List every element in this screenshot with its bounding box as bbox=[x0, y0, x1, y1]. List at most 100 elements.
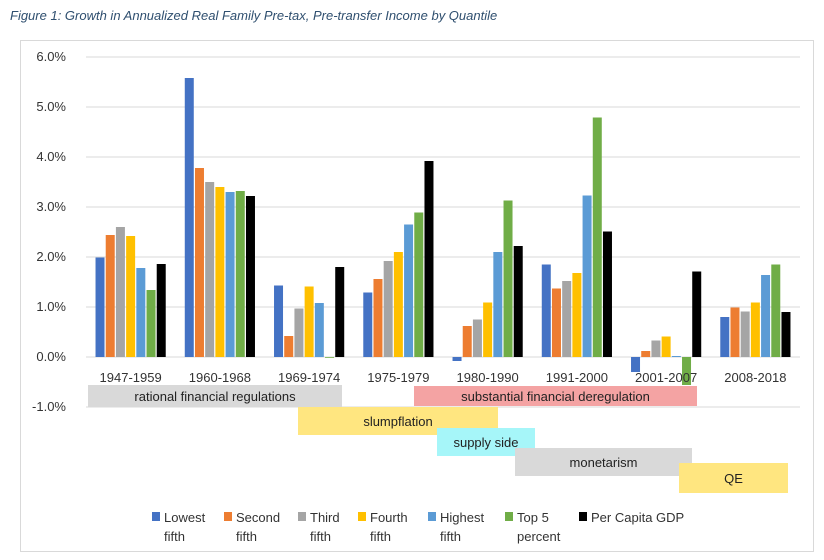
bar-second-fifth-2001-2007 bbox=[641, 351, 651, 357]
y-tick-label: 5.0% bbox=[36, 99, 66, 114]
bar-second-fifth-1969-1974 bbox=[284, 336, 294, 357]
bar-second-fifth-1991-2000 bbox=[551, 288, 561, 357]
bar-second-fifth-2008-2018 bbox=[730, 307, 740, 357]
bar-fourth-fifth-1947-1959 bbox=[126, 236, 136, 357]
legend-lowest-fifth-label: Lowest bbox=[164, 510, 206, 525]
band-qe bbox=[679, 463, 788, 493]
bar-per-capita-gdp-1980-1990 bbox=[513, 246, 523, 357]
x-tick-label: 1947-1959 bbox=[100, 370, 162, 385]
legend-second-fifth-label: Second bbox=[236, 510, 280, 525]
legend-fourth-fifth-label-line2: fifth bbox=[370, 529, 391, 544]
bar-highest-fifth-1975-1979 bbox=[404, 224, 414, 357]
bar-highest-fifth-1969-1974 bbox=[314, 303, 324, 357]
legend-top-5-percent-label-line2: percent bbox=[517, 529, 561, 544]
legend-third-fifth-swatch bbox=[298, 512, 306, 521]
x-tick-label: 1960-1968 bbox=[189, 370, 251, 385]
bar-highest-fifth-2008-2018 bbox=[761, 275, 771, 357]
bar-lowest-fifth-1975-1979 bbox=[363, 292, 373, 357]
legend-highest-fifth-label-line2: fifth bbox=[440, 529, 461, 544]
y-tick-label: 6.0% bbox=[36, 49, 66, 64]
legend: Lowest fifth Second fifth Third fifth Fourth fi… bbox=[152, 510, 684, 544]
legend-third-fifth-label: Third bbox=[310, 510, 340, 525]
bar-top-5-percent-1947-1959 bbox=[146, 290, 156, 357]
legend-per-capita-gdp-label: Per Capita GDP bbox=[591, 510, 684, 525]
band-rational-financial-regulations bbox=[88, 385, 342, 407]
legend-fourth-fifth-swatch bbox=[358, 512, 366, 521]
bar-third-fifth-2008-2018 bbox=[740, 311, 750, 357]
bar-per-capita-gdp-1947-1959 bbox=[156, 264, 166, 357]
bar-top-5-percent-2008-2018 bbox=[771, 264, 781, 357]
bar-second-fifth-1980-1990 bbox=[462, 326, 472, 357]
bar-per-capita-gdp-2008-2018 bbox=[781, 312, 791, 357]
period-bands: rational financial regulations substantia… bbox=[88, 385, 788, 493]
bar-second-fifth-1975-1979 bbox=[373, 279, 383, 357]
bar-lowest-fifth-1947-1959 bbox=[95, 257, 105, 357]
bar-lowest-fifth-1980-1990 bbox=[452, 357, 462, 361]
bar-top-5-percent-1960-1968 bbox=[235, 191, 245, 357]
bar-highest-fifth-1947-1959 bbox=[136, 268, 146, 357]
bar-top-5-percent-2001-2007 bbox=[682, 357, 692, 385]
bar-fourth-fifth-1969-1974 bbox=[304, 286, 314, 357]
bar-third-fifth-2001-2007 bbox=[651, 340, 661, 357]
band-monetarism bbox=[515, 448, 692, 476]
bar-highest-fifth-1980-1990 bbox=[493, 252, 503, 357]
x-tick-label: 1969-1974 bbox=[278, 370, 340, 385]
legend-second-fifth-label-line2: fifth bbox=[236, 529, 257, 544]
bar-top-5-percent-1980-1990 bbox=[503, 200, 513, 357]
bar-highest-fifth-1960-1968 bbox=[225, 192, 235, 357]
bar-fourth-fifth-2008-2018 bbox=[750, 302, 760, 357]
x-tick-label: 2008-2018 bbox=[724, 370, 786, 385]
band-rational-financial-regulations-label: rational financial regulations bbox=[134, 389, 296, 404]
y-axis: 6.0% 5.0% 4.0% 3.0% 2.0% 1.0% 0.0% -1.0% bbox=[32, 49, 66, 414]
bar-third-fifth-1980-1990 bbox=[472, 319, 482, 357]
bar-lowest-fifth-1969-1974 bbox=[274, 285, 284, 357]
bar-lowest-fifth-2008-2018 bbox=[720, 317, 730, 357]
bar-fourth-fifth-1991-2000 bbox=[572, 273, 582, 357]
bar-highest-fifth-1991-2000 bbox=[582, 195, 592, 357]
x-axis: 1947-1959 1960-1968 1969-1974 1975-1979 1980… bbox=[100, 370, 787, 385]
bar-top-5-percent-1969-1974 bbox=[325, 357, 335, 358]
bar-second-fifth-1960-1968 bbox=[194, 168, 204, 357]
y-tick-label: 2.0% bbox=[36, 249, 66, 264]
x-tick-label: 1991-2000 bbox=[546, 370, 608, 385]
legend-third-fifth-label-line2: fifth bbox=[310, 529, 331, 544]
bar-per-capita-gdp-1991-2000 bbox=[602, 231, 612, 357]
legend-per-capita-gdp-swatch bbox=[579, 512, 587, 521]
bar-top-5-percent-1975-1979 bbox=[414, 212, 424, 357]
bar-third-fifth-1969-1974 bbox=[294, 308, 304, 357]
bar-per-capita-gdp-2001-2007 bbox=[692, 271, 702, 357]
legend-highest-fifth-label: Highest bbox=[440, 510, 484, 525]
bars bbox=[95, 78, 791, 385]
y-tick-label: 4.0% bbox=[36, 149, 66, 164]
y-tick-label: 0.0% bbox=[36, 349, 66, 364]
bar-third-fifth-1960-1968 bbox=[205, 182, 215, 357]
bar-lowest-fifth-1991-2000 bbox=[541, 264, 551, 357]
legend-top-5-percent-label: Top 5 bbox=[517, 510, 549, 525]
figure-caption: Figure 1: Growth in Annualized Real Fami… bbox=[10, 8, 498, 23]
x-tick-label: 2001-2007 bbox=[635, 370, 697, 385]
bar-lowest-fifth-1960-1968 bbox=[184, 78, 194, 357]
band-substantial-financial-deregulation bbox=[414, 386, 697, 406]
bar-fourth-fifth-1980-1990 bbox=[483, 302, 493, 357]
legend-fourth-fifth-label: Fourth bbox=[370, 510, 408, 525]
band-qe-label: QE bbox=[724, 471, 743, 486]
band-monetarism-label: monetarism bbox=[570, 455, 638, 470]
bar-second-fifth-1947-1959 bbox=[105, 235, 115, 357]
legend-lowest-fifth-swatch bbox=[152, 512, 160, 521]
bar-per-capita-gdp-1969-1974 bbox=[335, 267, 345, 357]
x-tick-label: 1980-1990 bbox=[457, 370, 519, 385]
y-tick-label: -1.0% bbox=[32, 399, 66, 414]
y-tick-label: 1.0% bbox=[36, 299, 66, 314]
legend-lowest-fifth-label-line2: fifth bbox=[164, 529, 185, 544]
bar-fourth-fifth-2001-2007 bbox=[661, 336, 671, 357]
legend-second-fifth-swatch bbox=[224, 512, 232, 521]
band-slumpflation-label: slumpflation bbox=[363, 414, 432, 429]
bar-third-fifth-1947-1959 bbox=[115, 227, 125, 357]
bar-third-fifth-1991-2000 bbox=[562, 281, 572, 357]
x-tick-label: 1975-1979 bbox=[367, 370, 429, 385]
y-tick-label: 3.0% bbox=[36, 199, 66, 214]
bar-fourth-fifth-1960-1968 bbox=[215, 187, 225, 357]
legend-top-5-percent-swatch bbox=[505, 512, 513, 521]
bar-per-capita-gdp-1975-1979 bbox=[424, 161, 434, 357]
